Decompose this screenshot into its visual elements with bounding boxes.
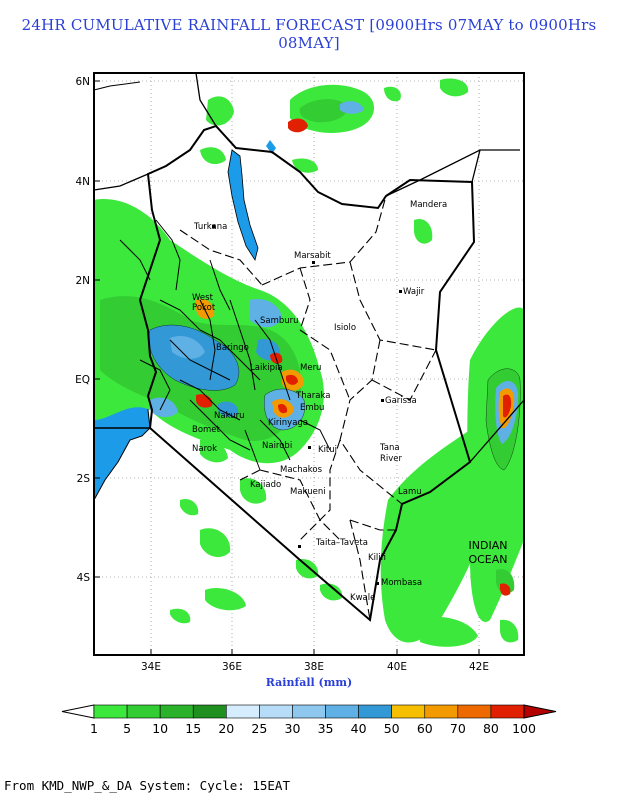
place-label-river: River	[380, 454, 403, 464]
colorbar-swatch	[358, 704, 392, 719]
place-label-turkana: Turkana	[193, 222, 227, 232]
colorbar-swatch	[259, 704, 293, 719]
ocean-label-ocean: OCEAN	[468, 553, 507, 566]
y-tick-label: 2N	[75, 275, 90, 287]
place-label-lamu: Lamu	[398, 487, 422, 497]
tick-marks	[94, 80, 480, 655]
ocean-label-indian: INDIAN	[469, 539, 508, 552]
place-label-kitui: Kitui	[318, 445, 337, 455]
x-tick-label: 38E	[304, 661, 324, 673]
place-label-pokot: Pokot	[192, 303, 216, 313]
colorbar-tick-label: 20	[218, 721, 234, 736]
place-label-bomet: Bomet	[192, 425, 221, 435]
x-tick-label: 34E	[141, 661, 161, 673]
place-label-garissa: Garissa	[385, 396, 417, 406]
lake-chew-bahir	[266, 140, 276, 154]
place-label-taita-taveta: Taita–Taveta	[315, 538, 368, 548]
colorbar-tick-label: 30	[285, 721, 301, 736]
chart-title: 24HR CUMULATIVE RAINFALL FORECAST [0900H…	[21, 16, 597, 52]
rainfall-contours	[148, 324, 521, 471]
colorbar-tick-label: 60	[417, 721, 433, 736]
place-label-kirinyaga: Kirinyaga	[268, 418, 308, 428]
y-tick-label: 4N	[75, 176, 90, 188]
place-label-mandera: Mandera	[410, 200, 447, 210]
y-tick-label: 6N	[75, 76, 90, 88]
place-label-kajiado: Kajiado	[250, 480, 281, 490]
colorbar-tick-label: 70	[450, 721, 466, 736]
colorbar-swatch	[159, 704, 194, 719]
place-label-machakos: Machakos	[280, 465, 323, 475]
colorbar: 1 5 10 15 20 25 30 35 40 50 60 70 80 100	[61, 704, 557, 736]
colorbar-swatch	[424, 704, 459, 719]
y-tick-label: 2S	[77, 473, 91, 485]
place-markers	[212, 225, 402, 585]
colorbar-tick-label: 100	[512, 721, 536, 736]
place-label-wajir: Wajir	[403, 287, 425, 297]
colorbar-tick-label: 5	[123, 721, 131, 736]
y-tick-label: 4S	[77, 572, 91, 584]
place-label-tana: Tana	[379, 443, 400, 453]
colorbar-swatch	[325, 704, 359, 719]
colorbar-tick-label: 15	[185, 721, 201, 736]
colorbar-tick-label: 1	[90, 721, 98, 736]
place-label-west: West	[192, 293, 214, 303]
place-label-narok: Narok	[192, 444, 217, 454]
colorbar-swatch	[93, 704, 128, 719]
place-label-isiolo: Isiolo	[334, 323, 356, 333]
colorbar-swatch	[126, 704, 161, 719]
place-label-nakuru: Nakuru	[214, 411, 245, 421]
place-label-nairobi: Nairobi	[262, 441, 292, 451]
colorbar-title: Rainfall (mm)	[265, 676, 353, 689]
place-label-baringo: Baringo	[216, 343, 249, 353]
colorbar-tick-label: 40	[351, 721, 367, 736]
place-label-embu: Embu	[300, 403, 324, 413]
colorbar-swatch	[490, 704, 525, 719]
rainfall-field	[94, 78, 524, 647]
place-label-makueni: Makueni	[290, 487, 326, 497]
colorbar-swatch	[292, 704, 326, 719]
place-label-meru: Meru	[300, 363, 321, 373]
colorbar-tick-label: 50	[384, 721, 400, 736]
place-label-samburu: Samburu	[260, 316, 299, 326]
y-tick-label: EQ	[75, 374, 90, 386]
place-label-mombasa: Mombasa	[381, 578, 422, 588]
place-label-laikipia: Laikipia	[250, 363, 283, 373]
colorbar-tick-label: 80	[483, 721, 499, 736]
colorbar-tick-label: 10	[152, 721, 168, 736]
colorbar-swatch	[226, 704, 260, 719]
colorbar-under-arrow	[61, 704, 95, 719]
place-label-kilifi: Kilifi	[368, 553, 386, 563]
place-label-marsabit: Marsabit	[294, 251, 331, 261]
boundaries	[93, 72, 525, 622]
colorbar-over-arrow	[523, 704, 557, 719]
colorbar-tick-label: 25	[251, 721, 267, 736]
lake-turkana	[227, 149, 259, 261]
colorbar-swatch	[391, 704, 426, 719]
colorbar-tick-label: 35	[318, 721, 334, 736]
x-tick-label: 40E	[387, 661, 407, 673]
map-frame	[93, 72, 525, 656]
colorbar-swatch	[457, 704, 492, 719]
x-tick-label: 36E	[222, 661, 242, 673]
place-label-kwale: Kwale	[350, 593, 375, 603]
place-label-tharaka: Tharaka	[295, 391, 330, 401]
colorbar-swatch	[192, 704, 227, 719]
footer-source: From KMD_NWP_&_DA System: Cycle: 15EAT	[4, 778, 290, 793]
x-tick-label: 42E	[469, 661, 489, 673]
